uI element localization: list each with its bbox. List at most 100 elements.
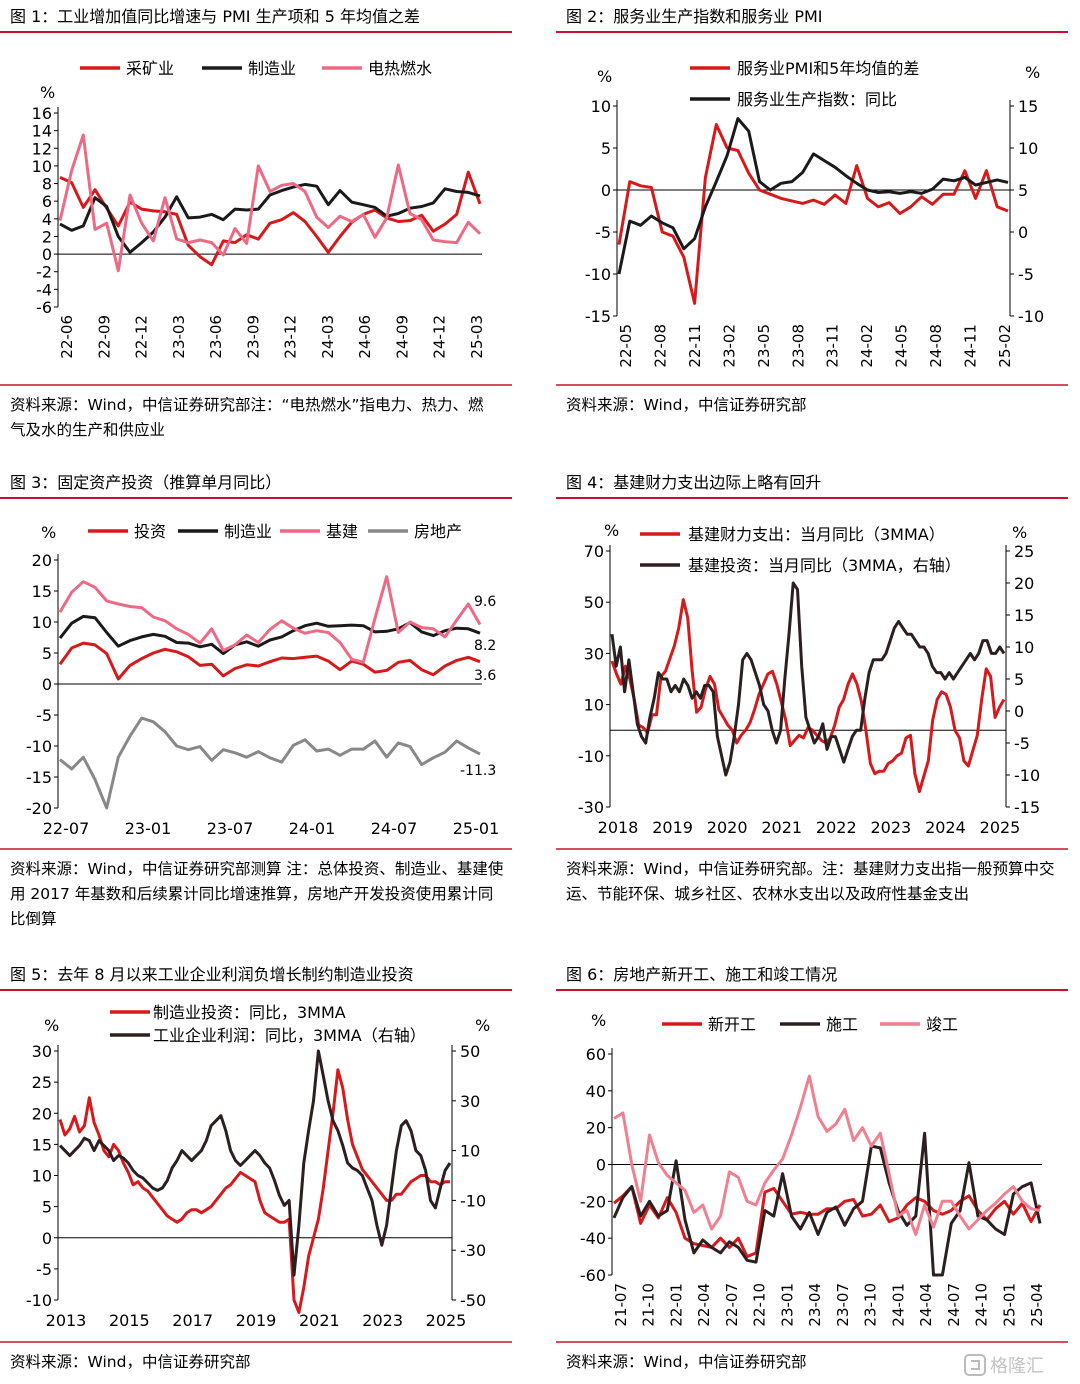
- y-tick-label-right: 0: [1018, 223, 1028, 242]
- x-tick-label: 2021: [299, 1311, 340, 1330]
- series-line: [612, 1131, 1042, 1277]
- x-tick-label: 22-04: [695, 1283, 713, 1327]
- series-line: [610, 598, 1006, 794]
- series-line: [58, 1068, 450, 1314]
- y-tick-label-left: -5: [595, 223, 611, 242]
- x-tick-label: 24-06: [356, 315, 374, 359]
- y-unit-left: %: [44, 1016, 59, 1035]
- y-tick-label-left: 30: [584, 644, 604, 663]
- y-tick-label-left: 10: [591, 97, 611, 116]
- y-unit-right: %: [1012, 523, 1027, 542]
- y-tick-label-left: 50: [584, 593, 604, 612]
- chart-header: 图 1：工业增加值同比增速与 PMI 生产项和 5 年均值之差: [10, 7, 420, 26]
- y-tick-label-left: 5: [42, 644, 52, 663]
- series-end-label: 8.2: [474, 638, 496, 654]
- source-note: 资料来源：Wind，中信证券研究部: [566, 396, 806, 414]
- y-tick-label-left: 0: [596, 1156, 606, 1175]
- y-tick-label-right: -5: [1018, 265, 1034, 284]
- source-note: 气及水的生产和供应业: [10, 420, 165, 439]
- series-line: [617, 117, 1009, 275]
- y-tick-label-right: 15: [1018, 97, 1038, 116]
- series-end-label: -11.3: [460, 763, 496, 779]
- x-tick-label: 23-08: [789, 324, 807, 368]
- x-tick-label: 23-03: [170, 315, 188, 359]
- x-tick-label: 23-12: [282, 315, 300, 359]
- x-tick-label: 25-01: [1000, 1283, 1018, 1327]
- x-tick-label: 22-07: [723, 1283, 741, 1327]
- chart-panel-3: 图 3：固定资产投资（推算单月同比） 资料来源：Wind，中信证券研究部测算 注：…: [0, 473, 512, 928]
- y-tick-label-right: -30: [460, 1241, 486, 1260]
- source-note: 资料来源：Wind，中信证券研究部。注：基建财力支出指一般预算中交: [566, 859, 1054, 878]
- y-tick-label-left: 30: [32, 1042, 52, 1061]
- y-tick-label-right: -10: [460, 1191, 486, 1210]
- y-tick-label-left: 15: [32, 582, 52, 601]
- series-line: [58, 575, 482, 664]
- source-note: 资料来源：Wind，中信证券研究部: [566, 1353, 806, 1371]
- x-tick-label: 2025: [980, 818, 1021, 837]
- y-tick-label-left: -10: [26, 737, 52, 756]
- y-tick-label-left: -20: [580, 1192, 606, 1211]
- series-line: [58, 641, 481, 681]
- chart-panel-4: 图 4：基建财力支出边际上略有回升资料来源：Wind，中信证券研究部。注：基建财…: [556, 473, 1068, 903]
- x-tick-label: 23-02: [720, 324, 738, 368]
- x-tick-label: 2023: [362, 1311, 403, 1330]
- y-tick-label-left: -15: [26, 768, 52, 787]
- series-line: [617, 123, 1009, 305]
- y-tick-label-right: 20: [1014, 574, 1034, 593]
- legend-label: 基建投资：当月同比（3MMA，右轴）: [688, 556, 961, 575]
- x-tick-label: 24-12: [431, 315, 449, 359]
- y-tick-label-left: 16: [32, 104, 52, 123]
- y-tick-label-left: 20: [32, 551, 52, 570]
- legend-label: 投资: [134, 522, 166, 541]
- y-tick-label-left: 0: [42, 675, 52, 694]
- x-tick-label: 2019: [236, 1311, 277, 1330]
- chart-header: 图 4：基建财力支出边际上略有回升: [566, 473, 821, 492]
- chart-header: 图 5：去年 8 月以来工业企业利润负增长制约制造业投资: [10, 965, 414, 984]
- x-tick-label: 2017: [172, 1311, 213, 1330]
- legend-label: 服务业生产指数：同比: [737, 90, 897, 109]
- y-tick-label-left: -10: [585, 265, 611, 284]
- x-tick-label: 23-05: [755, 324, 773, 368]
- y-unit-right: %: [475, 1016, 490, 1035]
- y-tick-label-right: -10: [1014, 766, 1040, 785]
- y-tick-label-left: 20: [32, 1104, 52, 1123]
- legend-label: 制造业: [248, 59, 296, 78]
- x-tick-label: 25-03: [468, 315, 486, 359]
- y-unit-left: %: [597, 67, 612, 86]
- x-tick-label: 24-01: [289, 819, 336, 838]
- x-tick-label: 2021: [761, 818, 802, 837]
- x-tick-label: 23-07: [834, 1283, 852, 1327]
- y-tick-label-left: 0: [42, 245, 52, 264]
- y-tick-label-right: -15: [1014, 798, 1040, 817]
- y-tick-label-left: 15: [32, 1135, 52, 1154]
- x-tick-label: 24-07: [945, 1283, 963, 1327]
- x-tick-label: 24-11: [962, 324, 980, 368]
- y-tick-label-left: -5: [36, 706, 52, 725]
- y-tick-label-left: -5: [36, 1260, 52, 1279]
- y-tick-label-left: 0: [42, 1229, 52, 1248]
- y-tick-label-right: -10: [1018, 307, 1044, 326]
- y-unit-left: %: [41, 523, 56, 542]
- x-tick-label: 2024: [925, 818, 966, 837]
- series-line: [59, 716, 481, 810]
- x-tick-label: 22-07: [43, 819, 90, 838]
- legend-label: 基建: [326, 522, 358, 541]
- y-tick-label-left: -2: [36, 263, 52, 282]
- legend-label: 工业企业利润：同比，3MMA（右轴）: [153, 1026, 426, 1045]
- y-unit-right: %: [1025, 63, 1040, 82]
- y-tick-label-right: 25: [1014, 542, 1034, 561]
- y-tick-label-left: 10: [32, 613, 52, 632]
- y-unit-left: %: [591, 1011, 606, 1030]
- legend-label: 电热燃水: [368, 59, 432, 78]
- legend-label: 制造业: [224, 522, 272, 541]
- y-tick-label-right: 10: [1018, 139, 1038, 158]
- y-tick-label-left: -6: [36, 298, 52, 317]
- x-tick-label: 24-01: [889, 1283, 907, 1327]
- series-end-label: 3.6: [474, 668, 496, 684]
- y-tick-label-right: 10: [460, 1142, 480, 1161]
- y-tick-label-left: -30: [578, 798, 604, 817]
- x-tick-label: 2013: [46, 1311, 87, 1330]
- x-tick-label: 22-06: [58, 315, 76, 359]
- x-tick-label: 25-04: [1028, 1283, 1046, 1327]
- y-tick-label-right: 50: [460, 1042, 480, 1061]
